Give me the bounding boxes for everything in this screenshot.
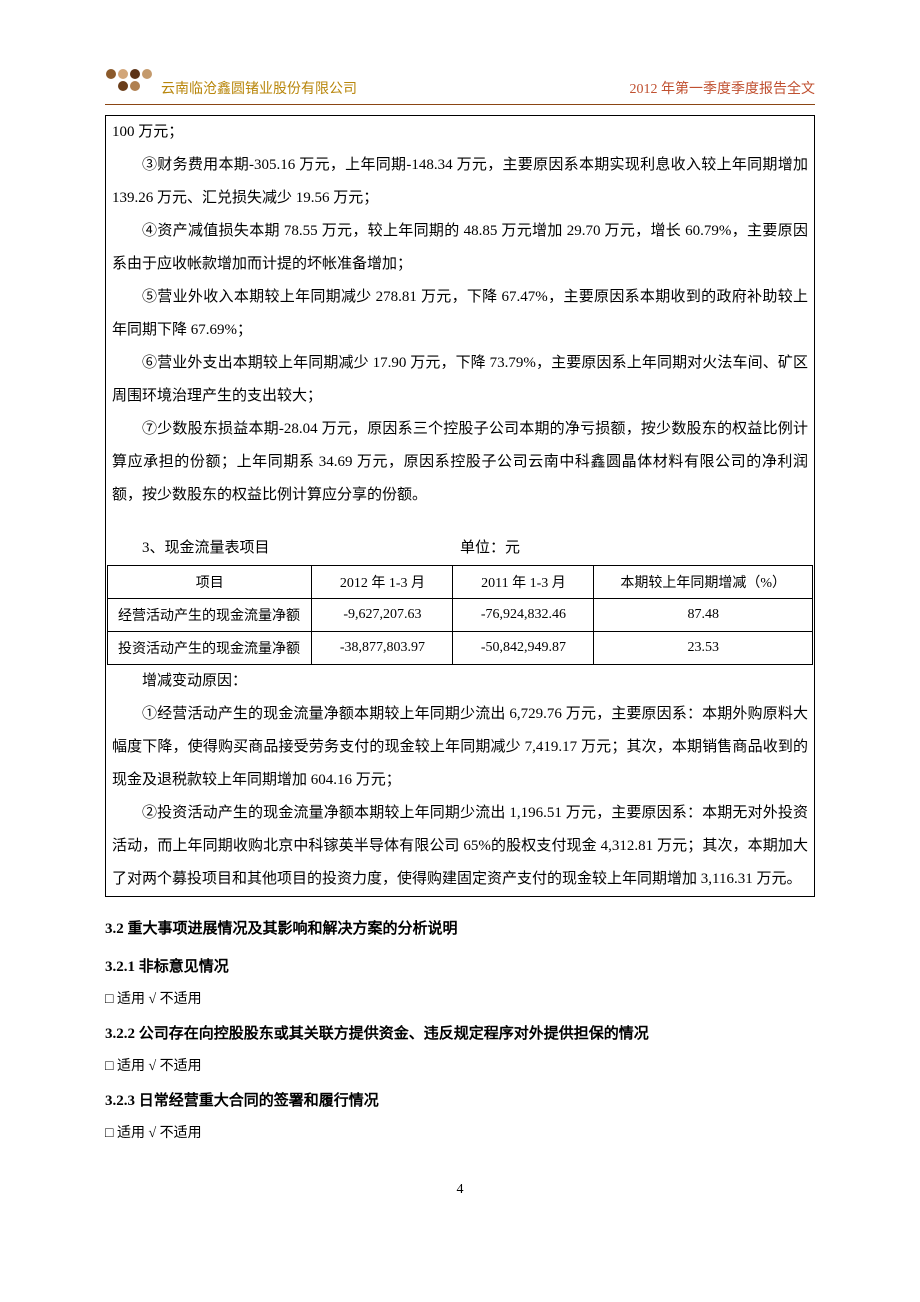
cell-value: -38,877,803.97 xyxy=(312,632,453,665)
col-header: 2012 年 1-3 月 xyxy=(312,566,453,599)
paragraph: ⑤营业外收入本期较上年同期减少 278.81 万元，下降 67.47%，主要原因… xyxy=(106,281,814,347)
cell-value: -50,842,949.87 xyxy=(453,632,594,665)
paragraph: ⑦少数股东损益本期-28.04 万元，原因系三个控股子公司本期的净亏损额，按少数… xyxy=(106,413,814,512)
cashflow-section-title: 3、现金流量表项目 xyxy=(112,532,460,565)
section-3-2-3: 3.2.3 日常经营重大合同的签署和履行情况 xyxy=(105,1089,815,1110)
cell-value: 23.53 xyxy=(594,632,813,665)
paragraph: ④资产减值损失本期 78.55 万元，较上年同期的 48.85 万元增加 29.… xyxy=(106,215,814,281)
paragraph: 100 万元； xyxy=(106,116,814,149)
section-3-2-2: 3.2.2 公司存在向控股股东或其关联方提供资金、违反规定程序对外提供担保的情况 xyxy=(105,1022,815,1043)
paragraph: ③财务费用本期-305.16 万元，上年同期-148.34 万元，主要原因系本期… xyxy=(106,149,814,215)
section-3-2: 3.2 重大事项进展情况及其影响和解决方案的分析说明 xyxy=(105,917,815,941)
report-title: 2012 年第一季度季度报告全文 xyxy=(630,78,816,100)
section-3-2-1: 3.2.1 非标意见情况 xyxy=(105,955,815,976)
cell-value: -9,627,207.63 xyxy=(312,599,453,632)
applicable-status: □ 适用 √ 不适用 xyxy=(105,1055,815,1075)
paragraph: 增减变动原因： xyxy=(106,665,814,698)
header-left: 云南临沧鑫圆锗业股份有限公司 xyxy=(105,60,357,100)
col-header: 本期较上年同期增减（%） xyxy=(594,566,813,599)
row-label: 投资活动产生的现金流量净额 xyxy=(108,632,312,665)
row-label: 经营活动产生的现金流量净额 xyxy=(108,599,312,632)
table-row: 投资活动产生的现金流量净额 -38,877,803.97 -50,842,949… xyxy=(108,632,813,665)
table-header-row: 项目 2012 年 1-3 月 2011 年 1-3 月 本期较上年同期增减（%… xyxy=(108,566,813,599)
cell-value: 87.48 xyxy=(594,599,813,632)
col-header: 2011 年 1-3 月 xyxy=(453,566,594,599)
paragraph: ②投资活动产生的现金流量净额本期较上年同期少流出 1,196.51 万元，主要原… xyxy=(106,797,814,896)
cashflow-unit: 单位：元 xyxy=(460,532,520,565)
paragraph: ⑥营业外支出本期较上年同期减少 17.90 万元，下降 73.79%，主要原因系… xyxy=(106,347,814,413)
company-logo-icon xyxy=(105,60,153,100)
cashflow-section-header: 3、现金流量表项目 单位：元 xyxy=(106,532,814,565)
content-box: 100 万元； ③财务费用本期-305.16 万元，上年同期-148.34 万元… xyxy=(105,115,815,897)
applicable-status: □ 适用 √ 不适用 xyxy=(105,1122,815,1142)
cashflow-table: 项目 2012 年 1-3 月 2011 年 1-3 月 本期较上年同期增减（%… xyxy=(107,565,813,665)
cell-value: -76,924,832.46 xyxy=(453,599,594,632)
company-name: 云南临沧鑫圆锗业股份有限公司 xyxy=(161,78,357,100)
page-header: 云南临沧鑫圆锗业股份有限公司 2012 年第一季度季度报告全文 xyxy=(105,60,815,105)
page-number: 4 xyxy=(105,1182,815,1198)
applicable-status: □ 适用 √ 不适用 xyxy=(105,988,815,1008)
paragraph: ①经营活动产生的现金流量净额本期较上年同期少流出 6,729.76 万元，主要原… xyxy=(106,698,814,797)
table-row: 经营活动产生的现金流量净额 -9,627,207.63 -76,924,832.… xyxy=(108,599,813,632)
col-header: 项目 xyxy=(108,566,312,599)
